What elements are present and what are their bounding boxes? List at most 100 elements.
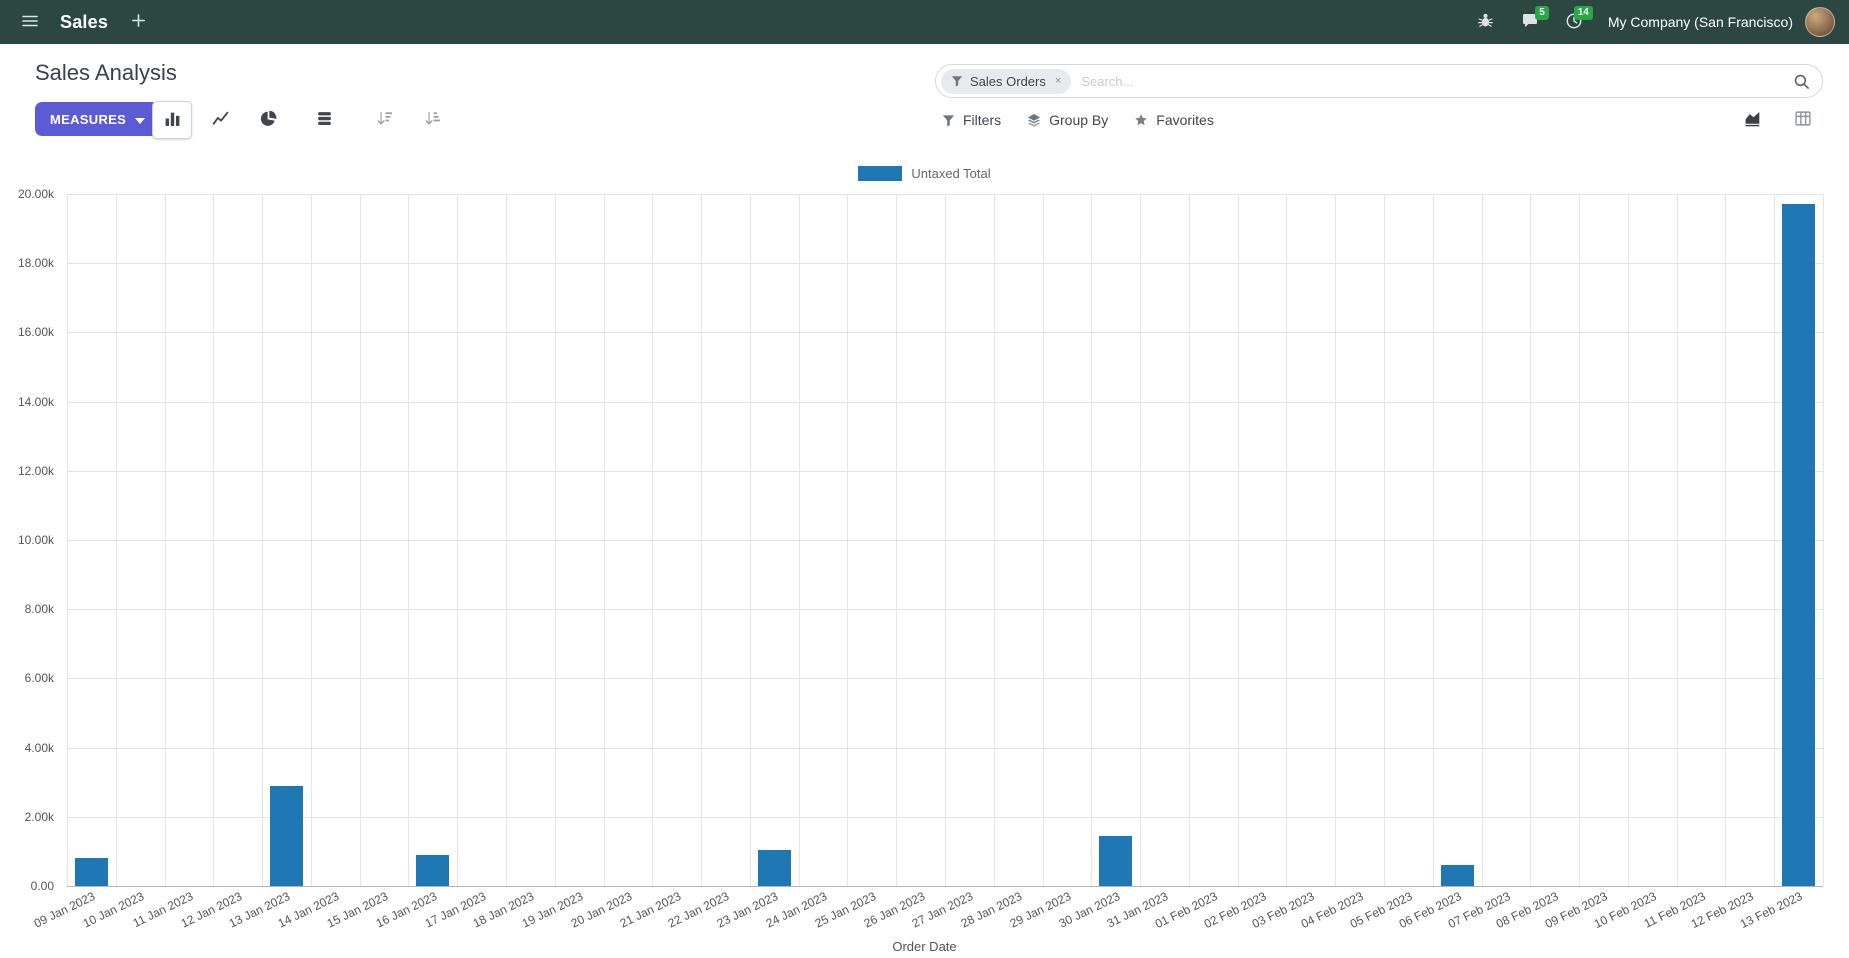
gridline-vertical [701, 194, 703, 886]
favorites-label: Favorites [1156, 112, 1214, 128]
search-input[interactable] [1081, 73, 1783, 89]
gridline-vertical [603, 194, 605, 886]
gridline-vertical [1286, 194, 1288, 886]
gridline-vertical [67, 194, 68, 886]
gridline-vertical [945, 194, 946, 886]
sort-desc-icon [376, 110, 393, 130]
measures-label: MEASURES [50, 111, 127, 127]
gridline-vertical [749, 194, 751, 886]
bar-chart-icon [164, 110, 181, 130]
stacked-toggle-button[interactable] [304, 101, 344, 139]
gridline-vertical [1823, 194, 1824, 886]
measures-button[interactable]: MEASURES [35, 102, 161, 136]
gridline-vertical [213, 194, 215, 886]
favorites-button[interactable]: Favorites [1134, 112, 1214, 128]
group-by-label: Group By [1049, 112, 1109, 128]
gridline-vertical [798, 194, 800, 886]
y-tick-label: 20.00k [17, 187, 54, 201]
gridline-vertical [1140, 194, 1142, 886]
search-bar[interactable]: Sales Orders × [935, 64, 1823, 98]
chat-icon [1521, 12, 1539, 33]
y-axis: 0.00 2.00k 4.00k 6.00k 8.00k 10.00k 12.00k 14.0… [0, 187, 60, 893]
gridline-vertical [115, 194, 117, 886]
legend-label: Untaxed Total [911, 166, 991, 181]
chart-legend[interactable]: Untaxed Total [0, 166, 1849, 181]
pie-chart-view-button[interactable] [248, 101, 288, 139]
plot-area [67, 194, 1824, 887]
gridline-vertical [554, 194, 556, 886]
gridline-vertical [1237, 194, 1239, 886]
gridline-vertical [359, 194, 361, 886]
y-tick-label: 10.00k [17, 533, 54, 547]
search-icon[interactable] [1793, 73, 1810, 90]
y-tick-label: 6.00k [24, 671, 54, 686]
line-chart-view-button[interactable] [200, 101, 240, 139]
gridline-vertical [1725, 194, 1727, 886]
gridline-vertical [993, 194, 995, 886]
view-switcher [1733, 100, 1823, 140]
company-switcher[interactable]: My Company (San Francisco) [1608, 14, 1793, 30]
menu-toggle-button[interactable] [14, 6, 46, 38]
y-tick-label: 14.00k [17, 394, 54, 409]
sort-descending-button[interactable] [364, 101, 404, 139]
sort-ascending-button[interactable] [412, 101, 452, 139]
app-name[interactable]: Sales [60, 11, 109, 32]
company-name: My Company (San Francisco) [1607, 14, 1793, 30]
filters-label: Filters [963, 112, 1002, 128]
messages-button[interactable]: 5 [1514, 6, 1549, 38]
gridline-vertical [1432, 194, 1434, 886]
bar-30-jan-2023[interactable] [1099, 835, 1133, 886]
pivot-view-button[interactable] [1783, 102, 1823, 138]
bar-13-jan-2023[interactable] [269, 785, 304, 886]
debug-button[interactable] [1470, 6, 1502, 38]
filters-button[interactable]: Filters [942, 112, 1001, 128]
gridline-vertical [408, 194, 410, 886]
gridline-vertical [847, 194, 849, 886]
facet-label: Sales Orders [970, 73, 1046, 89]
bar-chart-view-button[interactable] [152, 101, 192, 139]
pie-chart-icon [260, 110, 277, 130]
gridline-vertical [1188, 194, 1190, 886]
filter-funnel-icon [942, 114, 955, 127]
hamburger-icon [21, 12, 39, 33]
facet-remove-button[interactable]: × [1054, 75, 1062, 87]
gridline-vertical [1384, 194, 1385, 886]
new-record-button[interactable] [122, 6, 154, 38]
gridline-vertical [896, 194, 898, 886]
plus-icon [131, 13, 146, 31]
search-facet[interactable]: Sales Orders × [941, 68, 1072, 94]
gridline-vertical [1335, 194, 1337, 886]
bar-16-jan-2023[interactable] [416, 854, 450, 886]
bar-13-feb-2023[interactable] [1782, 204, 1816, 886]
bar-06-feb-2023[interactable] [1440, 864, 1474, 886]
legend-marker [858, 166, 903, 181]
gridline-vertical [506, 194, 507, 886]
bar-23-jan-2023[interactable] [757, 849, 791, 886]
gridline-vertical [1530, 194, 1532, 886]
layers-icon [1027, 113, 1041, 127]
y-tick-label: 18.00k [17, 256, 54, 271]
y-tick-label: 4.00k [24, 740, 54, 755]
group-by-button[interactable]: Group By [1027, 112, 1108, 128]
gridline-horizontal [67, 886, 1823, 887]
gridline-vertical [1627, 194, 1629, 886]
y-tick-label: 2.00k [24, 809, 54, 824]
bar-09-jan-2023[interactable] [74, 858, 108, 886]
y-tick-label: 12.00k [17, 463, 54, 478]
activities-button[interactable]: 14 [1558, 6, 1593, 38]
messages-badge: 5 [1535, 6, 1549, 20]
graph-view-button[interactable] [1733, 102, 1773, 138]
gridline-vertical [1481, 194, 1483, 886]
gridline-vertical [1579, 194, 1581, 886]
line-chart-icon [212, 110, 229, 130]
page-title: Sales Analysis [35, 60, 177, 85]
user-avatar[interactable] [1805, 7, 1835, 37]
y-tick-label: 8.00k [24, 602, 54, 617]
y-tick-label: 0.00 [30, 879, 54, 893]
gridline-vertical [652, 194, 654, 886]
gridline-vertical [457, 194, 459, 886]
stacked-icon [316, 110, 333, 130]
area-chart-icon [1744, 110, 1763, 130]
sort-asc-icon [424, 110, 441, 130]
top-navbar: Sales 5 1 [0, 0, 1849, 44]
